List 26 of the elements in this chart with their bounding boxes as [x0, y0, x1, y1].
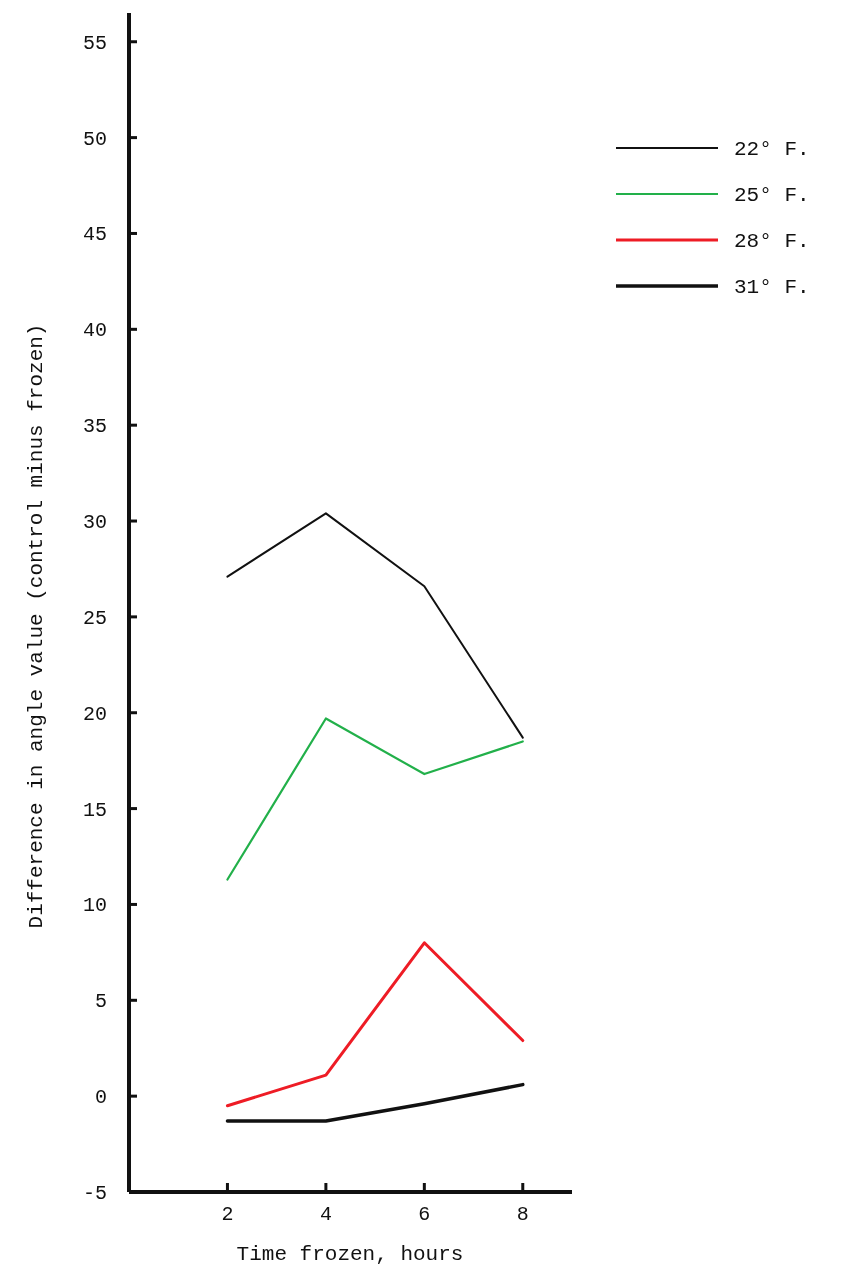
y-tick-label: 50 [82, 127, 107, 151]
y-tick-label: 15 [82, 798, 107, 822]
y-tick-label: 30 [82, 511, 107, 535]
x-tick-label: 6 [418, 1203, 431, 1226]
legend-label: 31° F. [734, 276, 810, 300]
x-tick-label: 4 [319, 1203, 332, 1226]
x-tick-label: 8 [516, 1203, 529, 1226]
y-tick-label: -5 [82, 1182, 107, 1205]
y-tick-label: 45 [82, 223, 107, 247]
line-series [226, 512, 524, 739]
y-tick-label: 5 [94, 990, 107, 1014]
line-series [226, 717, 524, 881]
y-tick-label: 35 [82, 415, 107, 439]
legend-label: 25° F. [734, 184, 810, 208]
y-axis-title: Difference in angle value (control minus frozen) [25, 323, 48, 929]
y-tick-label: 10 [82, 894, 107, 918]
y-tick-label: 0 [94, 1086, 107, 1110]
y-tick-label: 40 [82, 319, 107, 343]
y-tick-label: 20 [82, 702, 107, 726]
x-tick-label: 2 [221, 1203, 234, 1226]
line-series [225, 941, 525, 1108]
legend-label: 22° F. [734, 138, 810, 162]
x-axis-title: Time frozen, hours [236, 1243, 464, 1266]
y-tick-label: 25 [82, 606, 107, 630]
legend-label: 28° F. [734, 230, 810, 254]
y-tick-label: 55 [82, 31, 107, 55]
